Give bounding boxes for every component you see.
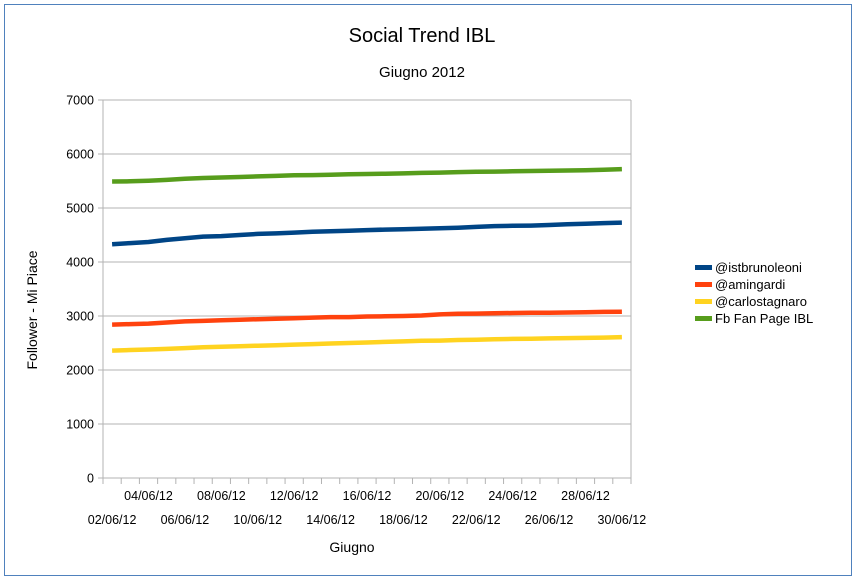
series-lines bbox=[111, 166, 622, 353]
x-tick-label: 12/06/12 bbox=[270, 489, 319, 503]
x-tick-label: 16/06/12 bbox=[343, 489, 392, 503]
x-tick-label: 24/06/12 bbox=[488, 489, 537, 503]
x-tick-label: 08/06/12 bbox=[197, 489, 246, 503]
y-tick-label: 3000 bbox=[66, 310, 94, 324]
y-tick-label: 7000 bbox=[66, 94, 94, 108]
x-tick-label: 28/06/12 bbox=[561, 489, 610, 503]
x-axis-label: Giugno bbox=[329, 539, 374, 555]
y-tick-label: 1000 bbox=[66, 418, 94, 432]
legend: @istbrunoleoni @amingardi @carlostagnaro Fb… bbox=[695, 260, 813, 326]
legend-entry: @amingardi bbox=[715, 277, 785, 292]
series-line-carlostagnaro bbox=[112, 334, 622, 353]
legend-swatch bbox=[695, 282, 712, 287]
y-tick-label: 0 bbox=[87, 472, 94, 486]
legend-entry: @istbrunoleoni bbox=[715, 260, 802, 275]
x-tick-label: 02/06/12 bbox=[88, 513, 137, 527]
chart-subtitle: Giugno 2012 bbox=[379, 64, 465, 81]
y-tick-label: 4000 bbox=[66, 256, 94, 270]
x-tick-label: 06/06/12 bbox=[161, 513, 210, 527]
x-tick-label: 04/06/12 bbox=[124, 489, 173, 503]
y-tick-label: 2000 bbox=[66, 364, 94, 378]
y-tick-label: 6000 bbox=[66, 148, 94, 162]
y-axis-ticks: 0 1000 2000 3000 4000 5000 6000 7000 bbox=[66, 94, 103, 486]
y-tick-label: 5000 bbox=[66, 202, 94, 216]
legend-swatch bbox=[695, 299, 712, 304]
x-tick-label: 30/06/12 bbox=[598, 513, 647, 527]
x-tick-label: 10/06/12 bbox=[233, 513, 282, 527]
series-line-istbrunoleoni bbox=[111, 220, 622, 247]
x-tick-label: 20/06/12 bbox=[415, 489, 464, 503]
gridlines bbox=[102, 99, 632, 479]
chart-frame bbox=[4, 4, 852, 576]
chart-title: Social Trend IBL bbox=[349, 25, 496, 47]
series-line-fb-fan-page-ibl bbox=[112, 166, 622, 184]
legend-entry: Fb Fan Page IBL bbox=[715, 311, 813, 326]
legend-entry: @carlostagnaro bbox=[715, 294, 807, 309]
legend-swatch bbox=[695, 265, 712, 270]
legend-swatch bbox=[695, 316, 712, 321]
x-tick-label: 18/06/12 bbox=[379, 513, 428, 527]
x-axis-ticks: 04/06/12 08/06/12 12/06/12 16/06/12 20/06/12… bbox=[88, 478, 646, 527]
x-tick-label: 14/06/12 bbox=[306, 513, 355, 527]
x-tick-label: 26/06/12 bbox=[525, 513, 574, 527]
series-line-amingardi bbox=[112, 309, 622, 327]
x-tick-label: 22/06/12 bbox=[452, 513, 501, 527]
y-axis-label: Follower - Mi Piace bbox=[24, 250, 40, 369]
